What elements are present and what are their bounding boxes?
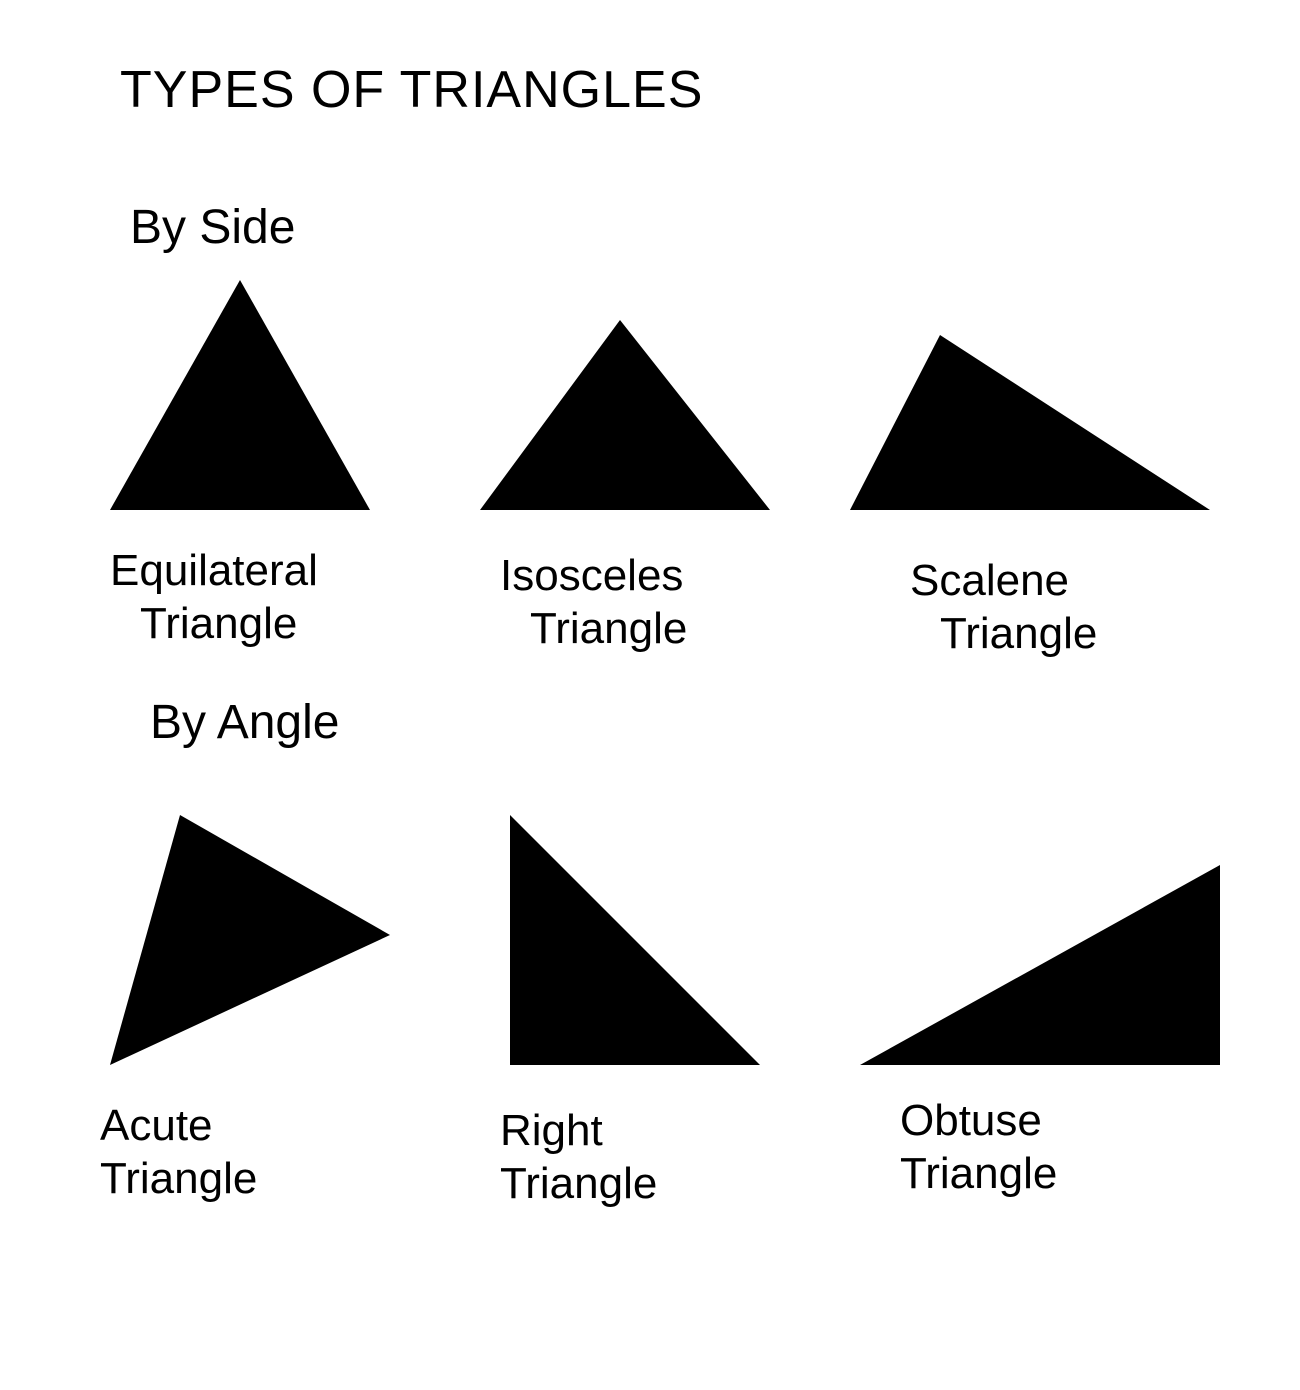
page-title: TYPES OF TRIANGLES xyxy=(120,60,703,120)
isosceles-triangle-icon xyxy=(470,310,780,520)
equilateral-triangle-icon xyxy=(100,270,380,520)
section-label-by-side: By Side xyxy=(130,200,295,255)
obtuse-triangle-icon xyxy=(850,855,1230,1075)
caption-line1: Isosceles xyxy=(500,551,683,600)
caption-line1: Obtuse xyxy=(900,1096,1042,1145)
section-label-by-angle: By Angle xyxy=(150,695,339,750)
equilateral-caption: Equilateral Triangle xyxy=(110,545,318,651)
acute-caption: Acute Triangle xyxy=(100,1100,257,1206)
caption-line2: Triangle xyxy=(110,599,297,648)
scalene-triangle-icon xyxy=(840,325,1220,520)
caption-line2: Triangle xyxy=(500,604,687,653)
caption-line2: Triangle xyxy=(900,1149,1057,1198)
caption-line2: Triangle xyxy=(500,1159,657,1208)
isosceles-caption: Isosceles Triangle xyxy=(500,550,687,656)
caption-line1: Equilateral xyxy=(110,546,318,595)
right-triangle-icon xyxy=(500,805,770,1075)
caption-line2: Triangle xyxy=(100,1154,257,1203)
right-caption: Right Triangle xyxy=(500,1105,657,1211)
caption-line1: Scalene xyxy=(910,556,1069,605)
caption-line2: Triangle xyxy=(910,609,1097,658)
obtuse-caption: Obtuse Triangle xyxy=(900,1095,1057,1201)
scalene-caption: Scalene Triangle xyxy=(910,555,1097,661)
acute-triangle-icon xyxy=(100,805,400,1075)
caption-line1: Acute xyxy=(100,1101,213,1150)
caption-line1: Right xyxy=(500,1106,603,1155)
